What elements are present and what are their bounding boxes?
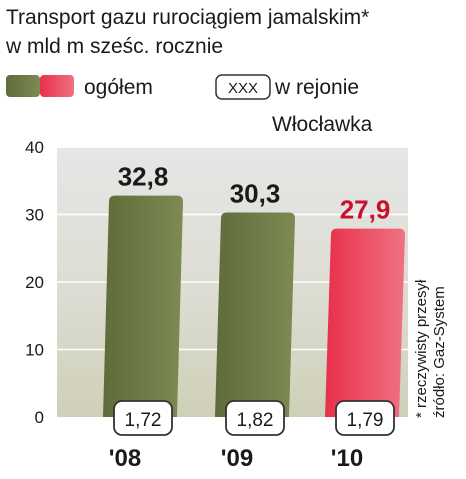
x-tick-label-09: '09 xyxy=(221,445,253,472)
x-tick-label-08: '08 xyxy=(109,445,141,472)
legend-label-region-line-1: w rejonie xyxy=(274,76,359,99)
region-value-boxes: 1,72 1,82 1,79 xyxy=(113,400,395,436)
bar-09 xyxy=(215,212,295,417)
chart-title-line-1: Transport gazu rurociągiem jamalskim* xyxy=(6,6,369,29)
footnote-line-2: źródło: Gaz-System xyxy=(431,286,448,418)
footnote-line-1: * rzeczywisty przesył xyxy=(413,279,430,418)
y-tick-label-0: 0 xyxy=(35,408,44,427)
region-value-08: 1,72 xyxy=(125,410,162,431)
value-label-10: 27,9 xyxy=(340,195,391,225)
region-box-09 xyxy=(225,400,285,436)
x-axis-ticks: '08 '09 '10 xyxy=(109,445,363,472)
region-box-08 xyxy=(113,400,173,436)
legend-swatch-total-olive xyxy=(6,75,40,97)
y-tick-label-40: 40 xyxy=(25,138,44,157)
region-value-09: 1,82 xyxy=(237,410,274,431)
y-tick-label-10: 10 xyxy=(25,341,44,360)
region-value-10: 1,79 xyxy=(347,410,384,431)
legend-box-sample xyxy=(215,74,271,100)
legend-label-total: ogółem xyxy=(84,76,153,99)
value-label-09: 30,3 xyxy=(230,178,281,208)
value-labels: 32,8 30,3 27,9 xyxy=(118,162,391,225)
footnote: * rzeczywisty przesył źródło: Gaz-System xyxy=(413,279,448,418)
y-tick-label-20: 20 xyxy=(25,273,44,292)
chart-title-line-2: w mld m sześc. rocznie xyxy=(5,35,223,58)
region-box-10 xyxy=(335,400,395,436)
legend: ogółem XXX w rejonie Włocławka xyxy=(6,74,373,136)
y-tick-label-30: 30 xyxy=(25,206,44,225)
legend-swatch-total-red xyxy=(40,75,74,97)
bar-10 xyxy=(325,228,405,417)
legend-label-region-line-2: Włocławka xyxy=(272,113,373,136)
y-axis-ticks: 0 10 20 30 40 xyxy=(25,138,44,427)
legend-box-sample-text: XXX xyxy=(228,80,258,97)
bars xyxy=(103,195,405,417)
x-tick-label-10: '10 xyxy=(331,445,363,472)
bar-08 xyxy=(103,195,183,417)
value-label-08: 32,8 xyxy=(118,162,169,192)
